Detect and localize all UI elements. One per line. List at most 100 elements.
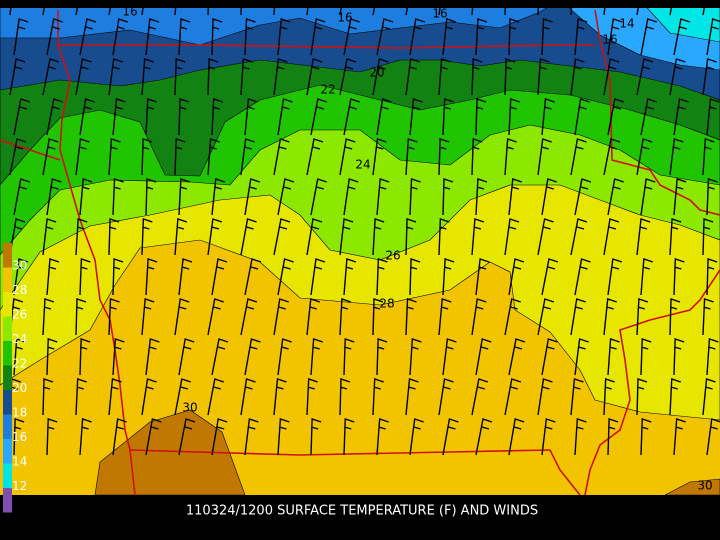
wind-barb: [273, 218, 291, 256]
wind-barb: [141, 58, 154, 96]
wind-barb: [343, 258, 357, 296]
wind-barb: [508, 418, 525, 456]
wind-barb: [405, 138, 418, 176]
wind-barb: [46, 18, 63, 56]
wind-barb: [240, 138, 255, 176]
wind-barb: [570, 138, 587, 176]
wind-barb: [112, 258, 124, 296]
wind-barb: [174, 298, 190, 336]
wind-barb: [574, 258, 591, 296]
wind-barb: [673, 18, 691, 56]
wind-barb: [310, 258, 326, 296]
wind-barb: [42, 218, 57, 256]
legend: 30 28 26 24 22 20 18 16 14 12: [3, 243, 27, 513]
wind-barb: [244, 338, 261, 376]
legend-swatch: [3, 267, 12, 292]
wind-barb: [145, 18, 160, 56]
wind-barb: [471, 218, 485, 256]
legend-label: 18: [12, 406, 27, 420]
wind-barb: [475, 98, 487, 136]
wind-barb: [112, 18, 129, 56]
wind-barb: [9, 218, 26, 256]
wind-barb: [178, 178, 191, 216]
wind-barb: [273, 58, 288, 96]
wind-barb: [112, 418, 127, 456]
wind-barb: [405, 378, 419, 416]
wind-barb: [570, 298, 586, 336]
wind-barb: [376, 98, 392, 136]
wind-barb: [112, 338, 125, 376]
wind-barb: [603, 218, 620, 256]
wind-barb: [603, 138, 621, 176]
contour-label: 16: [602, 33, 617, 47]
wind-barb: [108, 218, 120, 256]
wind-barb: [79, 258, 91, 296]
wind-barb: [277, 338, 292, 376]
wind-barb: [207, 138, 220, 176]
wind-barb: [207, 298, 224, 336]
wind-barb: [13, 178, 30, 216]
wind-barb: [277, 178, 295, 216]
legend-swatch: [3, 390, 12, 415]
wind-barb: [508, 18, 520, 56]
wind-barb: [603, 378, 615, 416]
wind-barb: [112, 178, 124, 216]
wind-barb: [438, 218, 450, 256]
contour-label: 28: [379, 297, 394, 311]
wind-barb: [504, 298, 521, 336]
contour-label: 14: [619, 17, 634, 31]
wind-barb: [306, 378, 318, 416]
wind-barb: [607, 338, 620, 376]
wind-barb: [244, 178, 260, 216]
wind-barb: [174, 378, 192, 416]
wind-barb: [306, 138, 324, 176]
wind-barb: [46, 338, 58, 376]
wind-barb: [636, 378, 648, 416]
wind-barb: [79, 338, 91, 376]
wind-barb: [405, 298, 417, 336]
wind-barb: [145, 258, 158, 296]
wind-barb: [207, 378, 225, 416]
wind-barb: [145, 98, 157, 136]
contour-label: 30: [182, 401, 197, 415]
wind-barb: [471, 298, 487, 336]
wind-barb: [79, 98, 95, 136]
wind-barb: [537, 218, 554, 256]
wind-barb: [409, 98, 423, 136]
wind-barb: [141, 138, 153, 176]
legend-label: 14: [12, 455, 27, 469]
wind-barb: [273, 298, 289, 336]
wind-barb: [372, 378, 384, 416]
wind-barb: [9, 58, 26, 96]
wind-barb: [108, 378, 122, 416]
wind-barb: [702, 138, 715, 176]
wind-barb: [570, 378, 584, 416]
wind-barb: [438, 138, 450, 176]
wind-barb: [640, 338, 652, 376]
contour-label: 22: [320, 83, 335, 97]
wind-barb: [79, 418, 92, 456]
temperature-bands: [0, 0, 720, 496]
wind-barb: [13, 18, 29, 56]
wind-barb: [607, 18, 623, 56]
wind-barb: [277, 98, 293, 136]
wind-barb: [75, 138, 90, 176]
legend-label: 28: [12, 283, 27, 297]
wind-barb: [574, 178, 592, 216]
wind-barb: [339, 58, 357, 96]
wind-barb: [9, 138, 27, 176]
wind-barb: [702, 378, 716, 416]
wind-barb: [178, 98, 190, 136]
wind-barb: [75, 58, 92, 96]
wind-barb: [508, 338, 526, 376]
wind-barb: [706, 258, 718, 296]
wind-barb: [537, 58, 550, 96]
wind-barb: [273, 378, 287, 416]
wind-barb: [376, 178, 390, 216]
wind-barb: [46, 98, 64, 136]
wind-barb: [442, 18, 456, 56]
wind-barb: [504, 218, 520, 256]
wind-barb: [244, 418, 259, 456]
wind-barb: [211, 338, 229, 376]
